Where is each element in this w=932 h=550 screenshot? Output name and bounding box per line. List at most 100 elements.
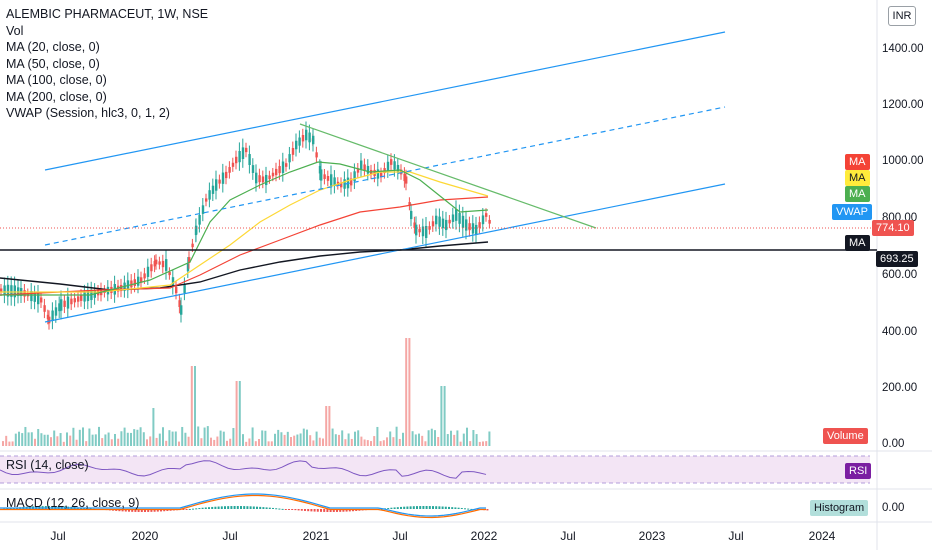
volume-bar xyxy=(325,406,328,446)
candle-body xyxy=(120,284,123,292)
candle-body xyxy=(271,172,275,177)
candle-body xyxy=(458,212,461,224)
volume-bar xyxy=(142,432,145,446)
candle-body xyxy=(70,298,73,305)
macd-histogram-bar xyxy=(396,507,399,509)
legend-ma50[interactable]: MA (50, close, 0) xyxy=(6,56,100,71)
ma50-badge: MA xyxy=(845,170,870,186)
candle-body xyxy=(485,213,488,217)
candle-body xyxy=(393,161,396,170)
candle-body xyxy=(66,296,70,309)
candle-body xyxy=(10,285,13,297)
macd-histogram-bar xyxy=(262,507,265,509)
volume-bar xyxy=(434,430,436,446)
macd-histogram-bar xyxy=(448,506,450,509)
macd-histogram-bar xyxy=(387,507,390,509)
volume-bar xyxy=(270,441,273,446)
candle-body xyxy=(333,177,336,187)
currency-button[interactable]: INR xyxy=(888,6,916,26)
volume-bar xyxy=(101,438,104,446)
macd-histogram-bar xyxy=(195,508,198,510)
candle-body xyxy=(431,221,435,227)
macd-histogram-bar xyxy=(268,507,271,509)
legend-ma100[interactable]: MA (100, close, 0) xyxy=(6,73,107,87)
macd-histogram-bar xyxy=(412,506,415,509)
volume-bar xyxy=(392,437,395,446)
volume-bar xyxy=(242,434,244,446)
macd-histogram-bar xyxy=(131,509,134,512)
macd-histogram-bar xyxy=(188,508,191,510)
volume-bar xyxy=(174,431,177,446)
middle-channel-line xyxy=(44,106,726,246)
volume-bar xyxy=(53,430,56,446)
volume-bar xyxy=(462,433,465,446)
candle-body xyxy=(413,222,416,228)
volume-bar xyxy=(56,436,59,446)
volume-bar xyxy=(370,441,372,446)
candle-body xyxy=(6,284,10,297)
macd-histogram-bar xyxy=(339,509,342,512)
volume-bar xyxy=(398,438,401,446)
volume-bar xyxy=(72,427,75,446)
volume-bar xyxy=(318,437,321,446)
volume-bar xyxy=(405,338,408,446)
volume-bar xyxy=(194,366,196,446)
candle-body xyxy=(37,293,40,305)
candle-body xyxy=(380,172,383,178)
macd-histogram-bar xyxy=(272,507,274,509)
macd-histogram-bar xyxy=(220,506,223,509)
candle-body xyxy=(323,174,326,180)
price-axis-label: 600.00 xyxy=(882,269,918,281)
legend-ma20[interactable]: MA (20, close, 0) xyxy=(6,40,100,54)
volume-bar xyxy=(66,432,68,446)
macd-histogram-bar xyxy=(323,509,326,512)
legend-symbol-title[interactable]: ALEMBIC PHARMACEUT, 1W, NSE xyxy=(6,7,209,21)
volume-bar xyxy=(363,439,366,446)
volume-bar xyxy=(293,435,296,446)
candle-body xyxy=(241,147,245,160)
volume-bar xyxy=(312,440,315,446)
price-axis-label: 1200.00 xyxy=(882,99,924,111)
volume-bar xyxy=(354,431,356,446)
legend-ma200[interactable]: MA (200, close, 0) xyxy=(6,89,107,104)
macd-histogram-bar xyxy=(128,509,130,512)
volume-bar xyxy=(197,426,200,446)
candle-body xyxy=(295,140,298,150)
legend-vwap[interactable]: VWAP (Session, hlc3, 0, 1, 2) xyxy=(6,106,170,120)
candle-body xyxy=(475,224,478,236)
volume-bar xyxy=(18,431,20,446)
volume-bar xyxy=(219,430,222,446)
volume-bar xyxy=(347,433,350,446)
candle-body xyxy=(410,210,413,220)
candle-body xyxy=(235,156,238,164)
legend-vol[interactable]: Vol xyxy=(6,23,24,38)
volume-bar xyxy=(210,437,212,446)
macd-histogram-bar xyxy=(192,508,194,510)
last-price-badge: 774.10 xyxy=(872,220,914,236)
macd-histogram-bar xyxy=(419,506,422,509)
candle-body xyxy=(251,165,255,173)
macd-histogram-bar xyxy=(153,509,156,512)
macd-pane-label[interactable]: MACD (12, 26, close, 9) xyxy=(6,496,140,510)
volume-bar xyxy=(213,439,216,446)
macd-histogram-bar xyxy=(236,506,239,509)
volume-bar xyxy=(334,434,337,446)
candle-body xyxy=(48,316,51,324)
candle-body xyxy=(195,225,198,235)
rsi-pane-label[interactable]: RSI (14, close) xyxy=(6,458,89,472)
volume-bar xyxy=(379,441,382,446)
volume-bar xyxy=(158,433,161,446)
macd-histogram-bar xyxy=(201,507,204,509)
macd-histogram-bar xyxy=(316,509,319,512)
candle-body xyxy=(51,310,54,321)
volume-bar xyxy=(395,426,398,446)
volume-bar xyxy=(443,386,446,446)
volume-bar xyxy=(178,441,180,446)
volume-bar xyxy=(200,438,203,446)
candle-body xyxy=(225,171,228,179)
volume-bar xyxy=(62,441,65,446)
candle-body xyxy=(58,303,61,312)
volume-bar xyxy=(472,430,475,446)
candle-body xyxy=(238,151,241,163)
